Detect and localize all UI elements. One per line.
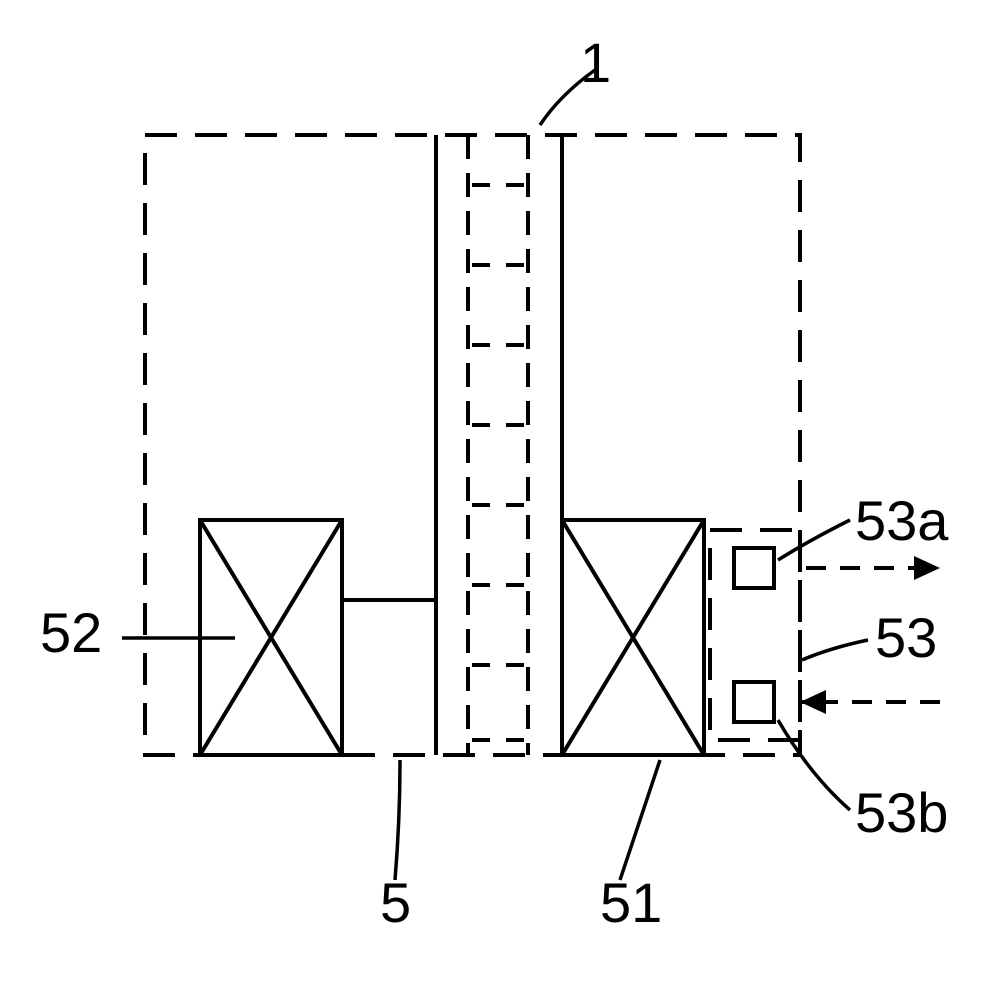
technical-diagram: 1 5 51 52 53 53a 53b xyxy=(0,0,1000,977)
label-5: 5 xyxy=(380,870,411,935)
label-53: 53 xyxy=(875,605,937,670)
label-52: 52 xyxy=(40,600,102,665)
label-53a: 53a xyxy=(855,488,948,553)
label-53b: 53b xyxy=(855,780,948,845)
diagram-svg xyxy=(0,0,1000,977)
label-1: 1 xyxy=(580,30,611,95)
label-51: 51 xyxy=(600,870,662,935)
